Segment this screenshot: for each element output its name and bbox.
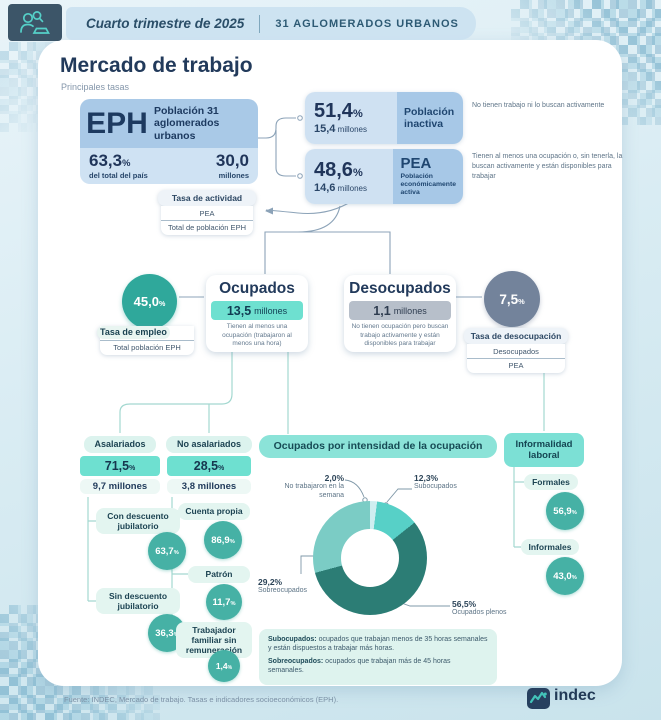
intensidad-header: Ocupados por intensidad de la ocupación <box>259 435 497 458</box>
informales-pct: 43,0% <box>546 557 584 595</box>
tasa-actividad-denominator: Total de población EPH <box>168 223 246 232</box>
footnote-sobreocupados: Sobreocupados: ocupados que trabajan más… <box>268 657 451 675</box>
footnote-subocupados: Subocupados: ocupados que trabajan menos… <box>268 636 488 653</box>
tasa-empleo-circle: 45,0% <box>122 274 177 329</box>
informalidad-header: Informalidad laboral <box>504 433 584 467</box>
tasa-empleo-denominator: Total población EPH <box>113 343 181 352</box>
inactiva-label: Población inactiva <box>404 105 455 130</box>
pea-label: Población económicamente activa <box>400 173 456 196</box>
tasa-desocupacion-numerator: Desocupados <box>467 344 565 359</box>
pea-box: 48,6% 14,6 millones PEA Población económ… <box>305 149 463 204</box>
eph-millions-caption: millones <box>218 171 249 180</box>
formales-label: Formales <box>524 474 578 490</box>
donut-label-subocupados: 12,3% Subocupados <box>414 473 457 490</box>
con-descuento-pct: 63,7% <box>148 532 186 570</box>
ocupados-note: Tienen al menos una ocupación (trabajaro… <box>222 323 292 348</box>
period-label: Cuarto trimestre de 2025 <box>86 16 245 31</box>
donut-hole <box>341 529 399 587</box>
eph-pct: 63,3% <box>89 151 131 170</box>
donut-label-sobreocupados: 29,2% Sobreocupados <box>258 577 308 594</box>
eph-scope-label: Población 31 aglomerados urbanos <box>154 105 220 142</box>
patron-label: Patrón <box>188 566 250 583</box>
inactiva-note: No tienen trabajo ni lo buscan activamen… <box>472 102 605 109</box>
desocupados-millions: 1,1 millones <box>349 301 451 320</box>
pea-acronym: PEA <box>400 155 432 173</box>
sin-descuento-label: Sin descuento jubilatorio <box>96 588 180 614</box>
header-bar: Cuarto trimestre de 2025 31 AGLOMERADOS … <box>66 7 476 40</box>
tasa-desocupacion-denominator: PEA <box>508 361 524 370</box>
cuenta-propia-label: Cuenta propia <box>178 503 250 520</box>
pea-millions: 14,6 millones <box>314 181 367 194</box>
cuenta-propia-pct: 86,9% <box>204 521 242 559</box>
desocupados-card: Desocupados 1,1 millones No tienen ocupac… <box>344 275 456 352</box>
ocupados-millions: 13,5 millones <box>211 301 303 320</box>
tasa-desocupacion-circle: 7,5% <box>484 271 540 327</box>
donut-chart <box>313 501 427 615</box>
asalariados-millions: 9,7 millones <box>80 479 160 494</box>
no-asalariados-pct: 28,5% <box>167 456 251 476</box>
asalariados-title: Asalariados <box>84 436 156 453</box>
footnotes-box: Subocupados: ocupados que trabajan menos… <box>259 629 497 685</box>
tasa-actividad-title: Tasa de actividad <box>158 190 256 206</box>
con-descuento-label: Con descuento jubilatorio <box>96 508 180 534</box>
donut-label-ocupados-plenos: 56,5% Ocupados plenos <box>452 599 507 616</box>
tasa-actividad-numerator: PEA <box>161 206 253 221</box>
pea-pct: 48,6% <box>314 158 363 181</box>
no-asalariados-title: No asalariados <box>166 436 252 453</box>
trabajador-familiar-pct: 1,4% <box>208 650 240 682</box>
inactiva-millions: 15,4 millones <box>314 123 367 135</box>
indec-logo-text: indec <box>554 687 596 704</box>
eph-block-stats: 63,3% del total del país 30,0 millones <box>80 148 258 184</box>
source-note: Fuente: INDEC, Mercado de trabajo. Tasas… <box>64 695 339 704</box>
pea-note: Tienen al menos una ocupación o, sin ten… <box>472 153 623 180</box>
eph-block-header: EPH Población 31 aglomerados urbanos <box>80 99 258 148</box>
indec-logo-icon <box>527 688 550 709</box>
eph-acronym: EPH <box>86 106 148 140</box>
tasa-desocupacion-box: Tasa de desocupación Desocupados PEA <box>464 328 568 373</box>
donut-label-no-trabajaron: 2,0% No trabajaron en la semana <box>284 473 344 499</box>
people-search-icon <box>8 4 62 41</box>
no-asalariados-millions: 3,8 millones <box>167 479 251 494</box>
page-subtitle: Principales tasas <box>61 82 130 92</box>
asalariados-pct: 71,5% <box>80 456 160 476</box>
header-divider <box>259 14 261 33</box>
eph-millions: 30,0 <box>215 151 249 170</box>
ocupados-title: Ocupados <box>219 280 295 297</box>
inactiva-pct: 51,4% <box>314 100 363 122</box>
eph-pct-caption: del total del país <box>89 171 148 180</box>
tasa-empleo-box: Tasa de empleo Ocupados Total población … <box>97 326 197 355</box>
tasa-desocupacion-title: Tasa de desocupación <box>464 328 568 344</box>
ocupados-card: Ocupados 13,5 millones Tienen al menos un… <box>206 275 308 352</box>
tasa-actividad-box: Tasa de actividad PEA Total de población… <box>158 190 256 235</box>
informales-label: Informales <box>521 539 579 555</box>
poblacion-inactiva-box: 51,4% 15,4 millones Población inactiva <box>305 92 463 144</box>
patron-pct: 11,7% <box>206 584 242 620</box>
desocupados-note: No tienen ocupación pero buscan trabajo … <box>351 323 449 348</box>
coverage-label: 31 AGLOMERADOS URBANOS <box>275 17 459 30</box>
tasa-empleo-title: Tasa de empleo <box>97 326 170 339</box>
desocupados-title: Desocupados <box>349 280 451 297</box>
page-title: Mercado de trabajo <box>60 54 253 77</box>
formales-pct: 56,9% <box>546 492 584 530</box>
